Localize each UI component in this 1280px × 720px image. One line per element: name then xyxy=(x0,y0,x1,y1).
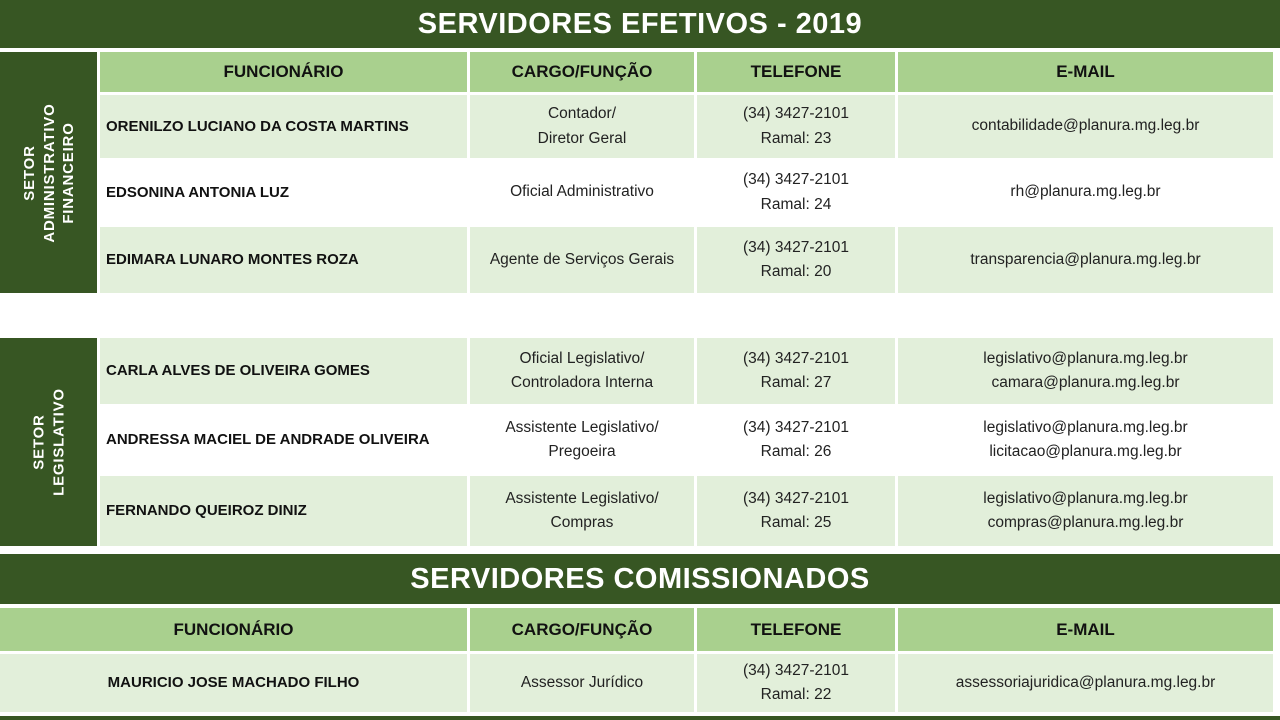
cargo-cell: Contador/ Diretor Geral xyxy=(470,95,694,158)
funcionario-cell: ORENILZO LUCIANO DA COSTA MARTINS xyxy=(100,95,467,158)
comissionados-table: FUNCIONÁRIO CARGO/FUNÇÃO TELEFONE E-MAIL… xyxy=(0,608,1273,712)
email-address: legislativo@planura.mg.leg.br xyxy=(983,489,1188,507)
setor-legislativo-section: SETOR LEGISLATIVO CARLA ALVES DE OLIVEIR… xyxy=(0,338,1273,546)
telefone-number: (34) 3427-2101 xyxy=(743,349,849,367)
email-cell: assessoriajuridica@planura.mg.leg.br xyxy=(898,654,1273,712)
funcionario-name: EDSONINA ANTONIA LUZ xyxy=(106,183,290,201)
cargo-line: Pregoeira xyxy=(548,443,616,460)
telefone-cell: (34) 3427-2101 Ramal: 23 xyxy=(697,95,895,158)
telefone-cell: (34) 3427-2101 Ramal: 20 xyxy=(697,227,895,293)
cargo-cell: Agente de Serviços Gerais xyxy=(470,227,694,293)
email-cell: legislativo@planura.mg.leg.br compras@pl… xyxy=(898,476,1273,546)
telefone-cell: (34) 3427-2101 Ramal: 24 xyxy=(697,161,895,224)
email-address: rh@planura.mg.leg.br xyxy=(1010,183,1161,201)
email-cell: rh@planura.mg.leg.br xyxy=(898,161,1273,224)
funcionario-name: ANDRESSA MACIEL DE ANDRADE OLIVEIRA xyxy=(106,431,430,449)
telefone-ramal: Ramal: 24 xyxy=(760,195,832,213)
email-cell: contabilidade@planura.mg.leg.br xyxy=(898,95,1273,158)
vertical-label-text: SETOR LEGISLATIVO xyxy=(29,388,68,496)
vlabel-line: SETOR xyxy=(30,414,47,470)
funcionario-name: ORENILZO LUCIANO DA COSTA MARTINS xyxy=(106,117,409,135)
column-header-email: E-MAIL xyxy=(898,52,1273,92)
cargo-cell: Assessor Jurídico xyxy=(470,654,694,712)
funcionario-cell: EDIMARA LUNARO MONTES ROZA xyxy=(100,227,467,293)
vlabel-line: FINANCEIRO xyxy=(59,121,77,224)
telefone-number: (34) 3427-2101 xyxy=(743,418,849,436)
email-address: licitacao@planura.mg.leg.br xyxy=(989,443,1182,460)
telefone-ramal: Ramal: 25 xyxy=(760,514,832,531)
setor-administrativo-financeiro-section: SETOR ADMINISTRATIVO FINANCEIRO FUNCIONÁ… xyxy=(0,52,1273,293)
email-cell: transparencia@planura.mg.leg.br xyxy=(898,227,1273,293)
column-header-email: E-MAIL xyxy=(898,608,1273,651)
email-cell: legislativo@planura.mg.leg.br camara@pla… xyxy=(898,338,1273,404)
vertical-label-text: SETOR ADMINISTRATIVO FINANCEIRO xyxy=(19,103,78,242)
efetivos-title: SERVIDORES EFETIVOS - 2019 xyxy=(417,7,863,40)
efetivos-title-band: SERVIDORES EFETIVOS - 2019 xyxy=(0,0,1280,48)
cargo-line: Agente de Serviços Gerais xyxy=(489,250,675,268)
telefone-number: (34) 3427-2101 xyxy=(743,489,849,507)
telefone-ramal: Ramal: 23 xyxy=(760,129,832,147)
email-address: camara@planura.mg.leg.br xyxy=(991,374,1180,391)
cargo-cell: Assistente Legislativo/ Compras xyxy=(470,476,694,546)
funcionario-cell: MAURICIO JOSE MACHADO FILHO xyxy=(0,654,467,712)
telefone-cell: (34) 3427-2101 Ramal: 26 xyxy=(697,407,895,473)
column-header-telefone: TELEFONE xyxy=(697,608,895,651)
funcionario-name: FERNANDO QUEIROZ DINIZ xyxy=(106,502,307,520)
next-band-top-edge xyxy=(0,716,1280,720)
vlabel-line: ADMINISTRATIVO xyxy=(39,102,57,243)
funcionario-cell: ANDRESSA MACIEL DE ANDRADE OLIVEIRA xyxy=(100,407,467,473)
cargo-cell: Assistente Legislativo/ Pregoeira xyxy=(470,407,694,473)
column-header-funcionario: FUNCIONÁRIO xyxy=(100,52,467,92)
cargo-line: Compras xyxy=(550,514,614,531)
setor-legislativo-label: SETOR LEGISLATIVO xyxy=(0,338,97,546)
email-address: legislativo@planura.mg.leg.br xyxy=(983,418,1188,436)
funcionario-name: EDIMARA LUNARO MONTES ROZA xyxy=(106,251,359,269)
telefone-cell: (34) 3427-2101 Ramal: 22 xyxy=(697,654,895,712)
column-header-cargo: CARGO/FUNÇÃO xyxy=(470,52,694,92)
efetivos-admin-table: FUNCIONÁRIO CARGO/FUNÇÃO TELEFONE E-MAIL… xyxy=(100,52,1273,293)
cargo-line: Diretor Geral xyxy=(537,129,627,147)
vlabel-line: SETOR xyxy=(20,144,38,201)
cargo-cell: Oficial Legislativo/ Controladora Intern… xyxy=(470,338,694,404)
telefone-ramal: Ramal: 27 xyxy=(760,374,832,391)
telefone-ramal: Ramal: 26 xyxy=(760,443,832,460)
cargo-line: Oficial Legislativo/ xyxy=(519,349,645,367)
telefone-ramal: Ramal: 22 xyxy=(760,686,832,703)
email-cell: legislativo@planura.mg.leg.br licitacao@… xyxy=(898,407,1273,473)
funcionario-cell: EDSONINA ANTONIA LUZ xyxy=(100,161,467,224)
telefone-cell: (34) 3427-2101 Ramal: 25 xyxy=(697,476,895,546)
funcionario-name: MAURICIO JOSE MACHADO FILHO xyxy=(107,674,360,692)
cargo-line: Assessor Jurídico xyxy=(520,673,644,691)
telefone-number: (34) 3427-2101 xyxy=(743,105,849,123)
email-address: contabilidade@planura.mg.leg.br xyxy=(971,117,1200,135)
cargo-line: Contador/ xyxy=(547,105,617,123)
comissionados-title-band: SERVIDORES COMISSIONADOS xyxy=(0,554,1280,604)
efetivos-legislativo-table: CARLA ALVES DE OLIVEIRA GOMES Oficial Le… xyxy=(100,338,1273,546)
funcionario-cell: CARLA ALVES DE OLIVEIRA GOMES xyxy=(100,338,467,404)
telefone-number: (34) 3427-2101 xyxy=(743,661,849,679)
funcionario-name: CARLA ALVES DE OLIVEIRA GOMES xyxy=(106,362,370,380)
email-address: legislativo@planura.mg.leg.br xyxy=(983,349,1188,367)
column-header-cargo: CARGO/FUNÇÃO xyxy=(470,608,694,651)
email-address: compras@planura.mg.leg.br xyxy=(987,514,1184,531)
cargo-line: Controladora Interna xyxy=(510,374,654,391)
cargo-line: Assistente Legislativo/ xyxy=(505,489,659,507)
column-header-telefone: TELEFONE xyxy=(697,52,895,92)
comissionados-title: SERVIDORES COMISSIONADOS xyxy=(410,562,870,595)
column-header-funcionario: FUNCIONÁRIO xyxy=(0,608,467,651)
vlabel-line: LEGISLATIVO xyxy=(49,388,67,496)
setor-administrativo-financeiro-label: SETOR ADMINISTRATIVO FINANCEIRO xyxy=(0,52,97,293)
cargo-line: Assistente Legislativo/ xyxy=(505,418,659,436)
telefone-number: (34) 3427-2101 xyxy=(743,238,849,256)
telefone-number: (34) 3427-2101 xyxy=(743,171,849,189)
email-address: assessoriajuridica@planura.mg.leg.br xyxy=(955,673,1216,691)
telefone-cell: (34) 3427-2101 Ramal: 27 xyxy=(697,338,895,404)
email-address: transparencia@planura.mg.leg.br xyxy=(970,250,1201,268)
cargo-cell: Oficial Administrativo xyxy=(470,161,694,224)
telefone-ramal: Ramal: 20 xyxy=(760,263,832,280)
cargo-line: Oficial Administrativo xyxy=(510,183,654,201)
funcionario-cell: FERNANDO QUEIROZ DINIZ xyxy=(100,476,467,546)
